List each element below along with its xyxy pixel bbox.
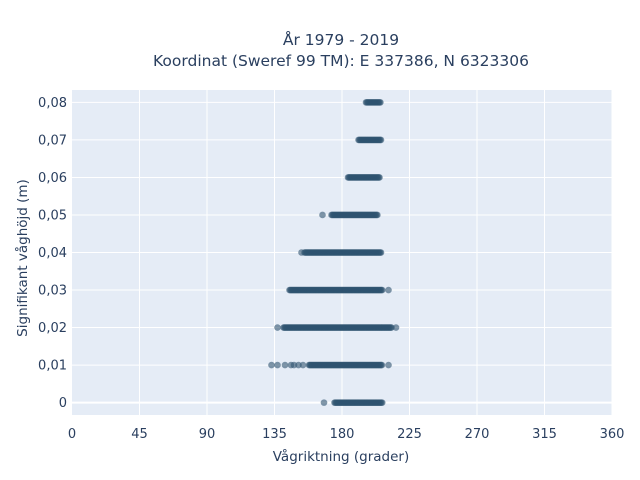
data-point [378,286,386,294]
data-point-outlier [319,211,326,219]
chart-title: År 1979 - 2019 [283,30,399,49]
y-tick-label: 0,01 [38,359,67,374]
data-point-outlier [320,399,328,406]
y-tick-label: 0 [59,396,67,411]
data-point [376,174,383,181]
y-tick-label: 0,03 [38,284,67,299]
data-point-outlier [299,361,307,369]
y-axis-title: Signifikant våghöjd (m) [14,179,31,337]
data-point [377,136,385,144]
data-point-outlier [274,361,281,369]
data-point [378,399,386,406]
data-point [377,99,384,106]
y-tick-label: 0,05 [38,208,67,223]
data-point [374,211,381,219]
x-tick-label: 135 [262,427,287,442]
y-tick-label: 0,04 [38,246,67,261]
data-point-outlier [385,361,392,369]
x-tick-label: 180 [330,427,355,442]
data-point-outlier [268,361,275,369]
x-tick-label: 0 [68,427,76,442]
y-tick-label: 0,06 [38,171,67,186]
x-tick-label: 270 [465,427,490,442]
x-tick-label: 45 [131,427,148,442]
x-axis-ticks: 0 45 90 135 180 225 270 315 360 [68,427,625,442]
x-tick-label: 315 [532,427,557,442]
y-tick-label: 0,02 [38,321,67,336]
x-tick-label: 225 [397,427,422,442]
chart-subtitle: Koordinat (Sweref 99 TM): E 337386, N 63… [153,52,529,70]
y-axis-ticks: 0 0,01 0,02 0,03 0,04 0,05 0,06 0,07 0,08 [38,96,67,411]
x-tick-label: 360 [600,427,625,442]
scatter-points [268,99,400,406]
data-point [378,361,386,369]
data-point-outlier [385,286,392,294]
data-point-outlier [298,249,305,256]
y-tick-label: 0,07 [38,133,67,148]
data-point-outlier [281,361,289,369]
y-tick-label: 0,08 [38,96,67,111]
data-point-outlier [274,324,281,331]
x-axis-title: Vågriktning (grader) [273,448,410,465]
data-point [377,249,385,256]
x-tick-label: 90 [199,427,216,442]
data-point-outlier [392,324,400,331]
